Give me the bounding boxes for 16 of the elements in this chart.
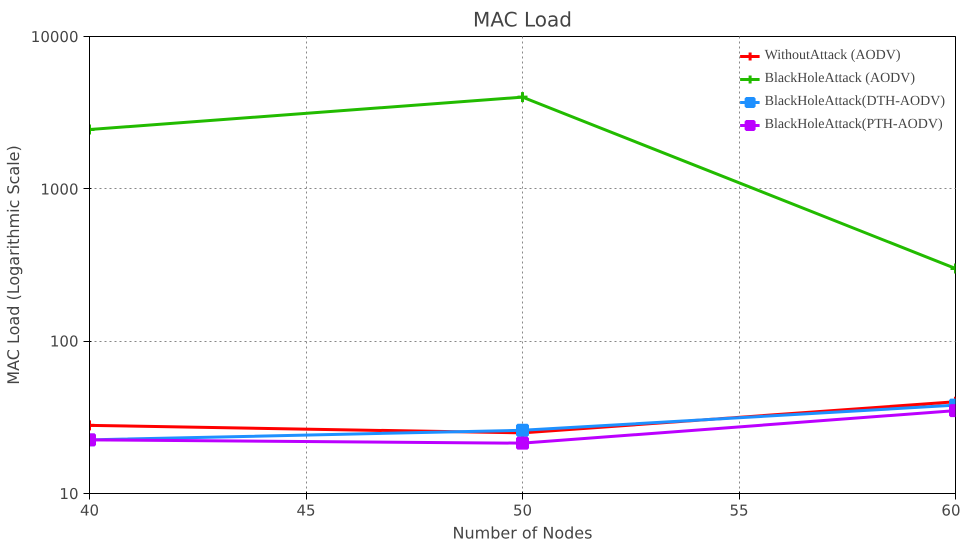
legend-label: WithoutAttack (AODV): [764, 48, 901, 64]
legend-label: BlackHoleAttack(PTH-AODV): [764, 117, 943, 133]
y-tick-label: 10000: [30, 28, 78, 46]
y-axis-title: MAC Load (Logarithmic Scale): [4, 145, 23, 385]
y-tick-label: 1000: [40, 180, 79, 198]
chart-title: MAC Load: [473, 8, 572, 32]
x-tick-label: 40: [80, 502, 100, 520]
legend-label: BlackHoleAttack(DTH-AODV): [764, 94, 945, 110]
y-tick-label: 10: [59, 485, 79, 503]
x-tick-label: 50: [512, 502, 532, 520]
y-tick-label: 100: [50, 332, 79, 351]
legend-label: BlackHoleAttack (AODV): [764, 71, 916, 87]
x-tick-label: 55: [729, 502, 749, 520]
x-tick-label: 60: [941, 502, 961, 520]
x-tick-label: 45: [296, 502, 316, 520]
x-axis-title: Number of Nodes: [452, 524, 592, 542]
